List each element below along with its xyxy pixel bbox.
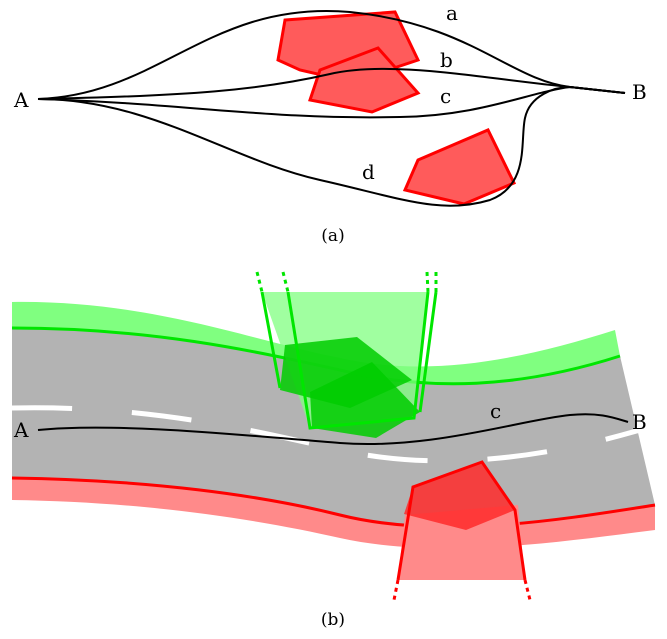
path-label-d: d [362,160,375,184]
end-label-b: B [632,410,647,434]
path-label-b: b [440,48,453,72]
start-label-a: A [13,88,29,112]
upper-sweep-dashes [255,271,438,293]
lower-boundary-line [11,476,656,529]
start-label-b: A [13,418,29,442]
panel-a: A B a b c d (a) [13,1,647,246]
lane-marking [11,405,641,464]
trajectory-c [37,413,629,446]
path-d [37,85,626,207]
path-label-c: c [440,84,451,108]
upper-shoulder [12,301,620,384]
path-a [37,9,626,100]
lower-obstacle-sweep [398,505,525,580]
path-label-c-b: c [490,399,501,423]
caption-b: (b) [321,610,345,630]
lower-sweep-dashes [392,579,532,601]
lower-obstacle [404,462,515,530]
path-label-a: a [446,1,458,25]
upper-sweep-edges [260,291,438,430]
path-b [37,67,626,100]
end-label-a: B [632,80,647,104]
obstacle-bottom [402,128,517,206]
caption-a: (a) [321,226,344,246]
path-c [37,85,626,119]
panel-b: A B c (b) [11,271,656,630]
lower-sweep-edges [396,460,527,581]
upper-obstacle-upper [280,337,412,408]
obstacle-middle [308,46,421,114]
